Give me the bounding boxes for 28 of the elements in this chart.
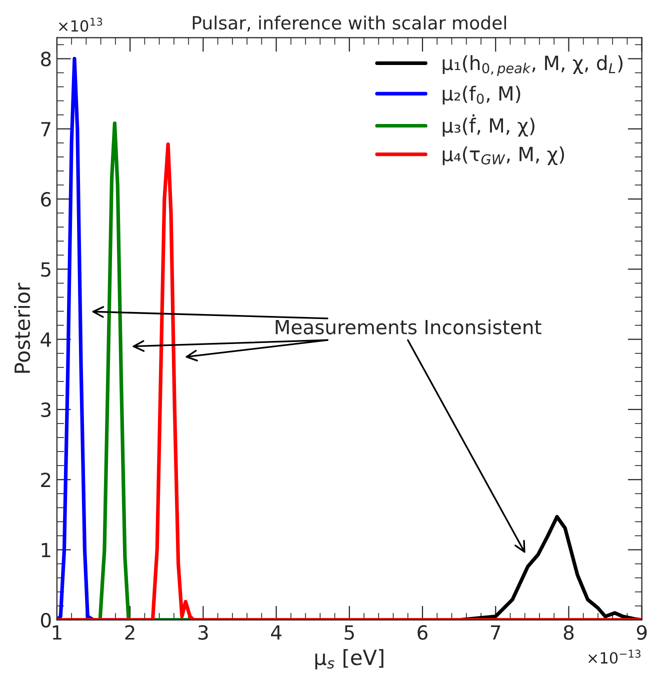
y-tick-label: 6 <box>41 192 51 207</box>
y-tick-label: 7 <box>41 122 50 136</box>
y-tick-label: 1 <box>42 542 50 558</box>
x-tick-label: 9 <box>636 625 647 640</box>
x-tick-label: 1 <box>52 625 62 640</box>
y-tick-label: 0 <box>40 612 51 628</box>
text: ×10$^{13}$ <box>59 18 102 32</box>
y-tick-label: 8 <box>41 52 51 66</box>
legend-label: μ₂(f$_{0}$, M) <box>442 86 520 105</box>
x-tick-label: 5 <box>344 625 354 640</box>
chart-title: Pulsar, inference with scalar model <box>192 16 506 32</box>
x-tick-label: 6 <box>418 625 428 640</box>
y-tick-label: 5 <box>41 262 50 277</box>
x-tick-label: 3 <box>198 625 208 640</box>
y-tick-label: 2 <box>41 472 50 488</box>
y-tick-label: 3 <box>41 402 51 418</box>
x-tick-label: 7 <box>491 625 500 640</box>
annotation: Measurements Inconsistent <box>276 319 542 334</box>
y-tick-label: 4 <box>40 332 51 347</box>
x-tick-label: 8 <box>564 625 574 640</box>
legend-label: μ₄(τ$_{GW}$, M, χ) <box>442 146 564 166</box>
y-axis-title: Posterior <box>14 282 30 373</box>
x-axis-title: μ$_{s}$ [eV] <box>315 649 384 670</box>
legend-label: μ₃(ḟ, M, χ) <box>442 114 534 137</box>
x-tick-label: 4 <box>271 625 282 640</box>
x-tick-label: 2 <box>125 625 134 640</box>
text: ×10$^{−13}$ <box>588 650 640 664</box>
legend-label: μ₁(h$_{0,peak}$, M, χ, d$_{L}$) <box>442 55 622 76</box>
